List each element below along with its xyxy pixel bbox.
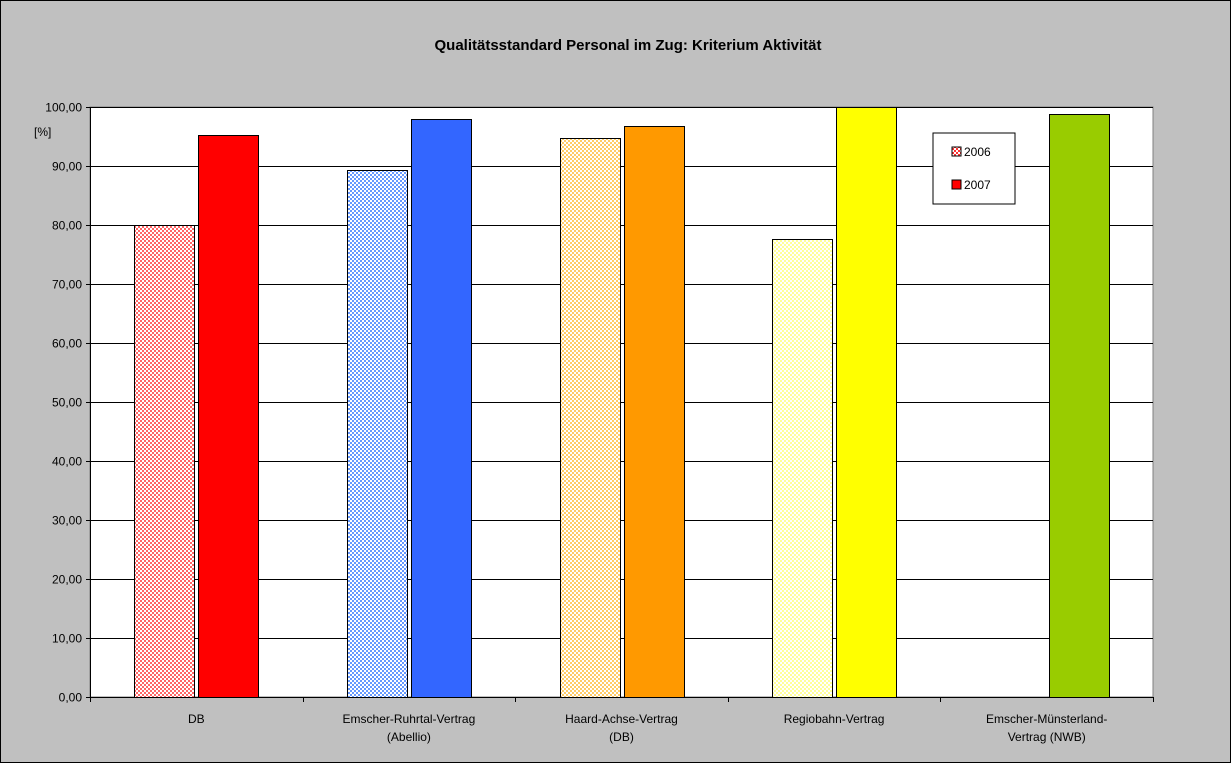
y-tick-label: 100,00 bbox=[45, 101, 82, 115]
y-tick-label: 20,00 bbox=[52, 573, 82, 587]
x-tick-label: (Abellio) bbox=[387, 730, 431, 744]
y-tick-label: 90,00 bbox=[52, 160, 82, 174]
bar-2006-2 bbox=[560, 138, 621, 698]
y-tick-label: 80,00 bbox=[52, 219, 82, 233]
legend-label-2007: 2007 bbox=[964, 178, 991, 192]
x-tick-labels: DB Emscher-Ruhrtal-Vertrag (Abellio) Haard-… bbox=[188, 712, 1107, 744]
y-axis-label: [%] bbox=[34, 125, 51, 139]
legend: 2006 2007 bbox=[932, 132, 1016, 205]
y-tick-label: 30,00 bbox=[52, 514, 82, 528]
bar-2007-0 bbox=[198, 135, 259, 698]
bar-2007-2 bbox=[624, 126, 685, 698]
y-tick-label: 0,00 bbox=[59, 691, 83, 705]
bar-2007-1 bbox=[411, 119, 472, 698]
bar-2006-0 bbox=[134, 225, 195, 698]
y-tick-label: 10,00 bbox=[52, 632, 82, 646]
legend-swatch-2007 bbox=[951, 179, 962, 190]
chart-title: Qualitätsstandard Personal im Zug: Krite… bbox=[434, 37, 821, 54]
x-tick-label: Regiobahn-Vertrag bbox=[784, 712, 885, 726]
y-tick-labels: 0,00 10,00 20,00 30,00 40,00 50,00 60,00 70,00 8… bbox=[45, 101, 82, 705]
y-tick-label: 50,00 bbox=[52, 396, 82, 410]
x-tick-label: (DB) bbox=[609, 730, 634, 744]
x-tick-label: Emscher-Münsterland- bbox=[986, 712, 1107, 726]
x-tick-label: Emscher-Ruhrtal-Vertrag bbox=[343, 712, 476, 726]
x-tick-label: Vertrag (NWB) bbox=[1008, 730, 1086, 744]
axes bbox=[86, 107, 1154, 702]
x-tick-label: Haard-Achse-Vertrag bbox=[565, 712, 678, 726]
y-tick-label: 60,00 bbox=[52, 337, 82, 351]
x-tick-label: DB bbox=[188, 712, 205, 726]
legend-label-2006: 2006 bbox=[964, 145, 991, 159]
legend-swatch-2006 bbox=[951, 146, 962, 157]
bar-2006-3 bbox=[772, 239, 833, 698]
bar-2007-4 bbox=[1049, 114, 1110, 698]
y-tick-label: 70,00 bbox=[52, 278, 82, 292]
bar-2007-3 bbox=[836, 107, 897, 698]
bar-2006-1 bbox=[347, 170, 408, 698]
legend-box bbox=[932, 132, 1016, 205]
y-tick-label: 40,00 bbox=[52, 455, 82, 469]
